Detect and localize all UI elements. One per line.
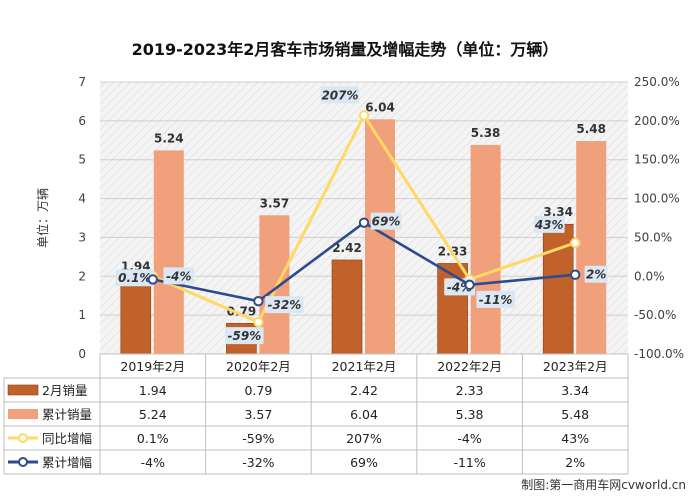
bar-data-label: 5.48 (576, 122, 606, 136)
line-data-label: -11% (479, 293, 513, 307)
line-data-label: 43% (534, 218, 564, 232)
table-cell: -11% (453, 455, 485, 470)
table-cell: 5.24 (139, 407, 167, 422)
bar-cumulative (153, 150, 184, 354)
table-cell: 3.57 (244, 407, 272, 422)
table-cell: 2.33 (456, 383, 484, 398)
legend-label: 同比增幅 (42, 431, 92, 446)
y2-tick-label: 200.0% (634, 114, 680, 128)
line-label-box (584, 265, 608, 283)
y2-tick-label: -50.0% (634, 308, 676, 322)
line-label-box (225, 327, 264, 345)
y-tick-label: 7 (78, 75, 86, 89)
line-marker (570, 237, 581, 249)
table-cell: 5.38 (456, 407, 484, 422)
line-marker (253, 295, 264, 307)
line-marker (464, 279, 475, 291)
y2-tick-label: -100.0% (634, 347, 684, 361)
line-label-box (476, 290, 515, 308)
line-marker (358, 110, 370, 121)
line-label-box (320, 86, 360, 104)
x-tick-label: 2019年2月 (120, 359, 185, 374)
line-label-box (163, 267, 195, 285)
legend-swatch (7, 384, 39, 396)
table-cell: -59% (242, 431, 274, 446)
y-tick-label: 6 (78, 114, 86, 128)
x-tick-label: 2021年2月 (332, 359, 397, 374)
x-tick-label: 2022年2月 (437, 359, 502, 374)
y-tick-label: 1 (78, 308, 86, 322)
legend-label: 累计销量 (42, 407, 92, 422)
bar-data-label: 3.57 (260, 196, 290, 210)
x-tick-label: 2023年2月 (543, 359, 608, 374)
line-marker (253, 316, 264, 328)
table-cell: 69% (350, 455, 378, 470)
legend-swatch (8, 409, 38, 419)
line-marker (147, 274, 159, 285)
line-label-box (115, 269, 154, 287)
y2-tick-label: 250.0% (634, 75, 680, 89)
line-data-label: -4% (166, 269, 191, 283)
table-cell: 2.42 (350, 383, 378, 398)
y-axis-label: 单位：万辆 (35, 188, 50, 248)
y-tick-label: 3 (78, 230, 86, 244)
table-cell: -32% (242, 455, 274, 470)
line-label-box (533, 215, 565, 233)
line-label-box (370, 212, 402, 230)
bar-cumulative (576, 141, 607, 354)
chart-title: 2019-2023年2月客车市场销量及增幅走势（单位：万辆） (132, 40, 559, 59)
bar-data-label: 0.79 (227, 304, 257, 318)
line-data-label: 207% (321, 88, 358, 102)
line-data-label: 0.1% (118, 271, 151, 285)
table-cell: 3.34 (561, 383, 589, 398)
line-data-label: -59% (228, 329, 262, 343)
legend-marker (18, 457, 28, 467)
table-cell: -4% (457, 431, 481, 446)
y2-tick-label: 0.0% (634, 269, 665, 283)
table-cell: 43% (561, 431, 589, 446)
data-table: 2019年2月 2020年2月 2021年2月 2022年2月 2023年2月 2月销量 1… (3, 353, 629, 475)
table-cell: 207% (346, 431, 382, 446)
table-cell: 1.94 (139, 383, 167, 398)
bar-monthly (437, 263, 468, 355)
y-tick-label: 0 (78, 347, 86, 361)
line-marker (570, 269, 581, 280)
table-cell: 0.79 (244, 383, 272, 398)
line-marker (358, 217, 370, 228)
line-data-label: 2% (586, 268, 606, 282)
bar-data-label: 5.38 (471, 126, 501, 140)
bar-data-label: 2.42 (332, 241, 362, 255)
plot-area: 0 1 2 3 4 5 6 7 -100.0% -50.0% 0.0% 50.0% 100.0% 150.… (35, 75, 684, 361)
table-cell: 0.1% (137, 431, 169, 446)
legend-label: 累计增幅 (42, 455, 92, 470)
y-tick-label: 2 (78, 269, 86, 283)
y2-tick-label: 100.0% (634, 192, 680, 206)
table-cell: 2% (565, 455, 585, 470)
y-tick-label: 4 (78, 192, 86, 206)
y-tick-label: 5 (78, 153, 86, 167)
bar-monthly (331, 259, 363, 355)
line-data-label: 69% (372, 215, 401, 229)
line-label-box (265, 296, 304, 314)
legend-marker (18, 433, 28, 443)
bar-cumulative (259, 215, 290, 354)
line-data-label: -32% (268, 298, 302, 312)
bar-cumulative (470, 144, 501, 354)
bar-monthly (120, 278, 152, 355)
legend-label: 2月销量 (42, 383, 87, 398)
table-cell: 6.04 (350, 407, 378, 422)
table-cell: 5.48 (561, 407, 589, 422)
bar-data-label: 5.24 (154, 131, 184, 145)
y2-tick-label: 150.0% (634, 153, 680, 167)
x-tick-label: 2020年2月 (226, 359, 291, 374)
table-cell: -4% (141, 455, 165, 470)
y2-tick-label: 50.0% (634, 230, 672, 244)
bar-data-label: 6.04 (365, 100, 395, 114)
source-credit: 制图:第一商用车网cvworld.cn (521, 477, 686, 492)
bar-data-label: 3.34 (543, 205, 573, 219)
